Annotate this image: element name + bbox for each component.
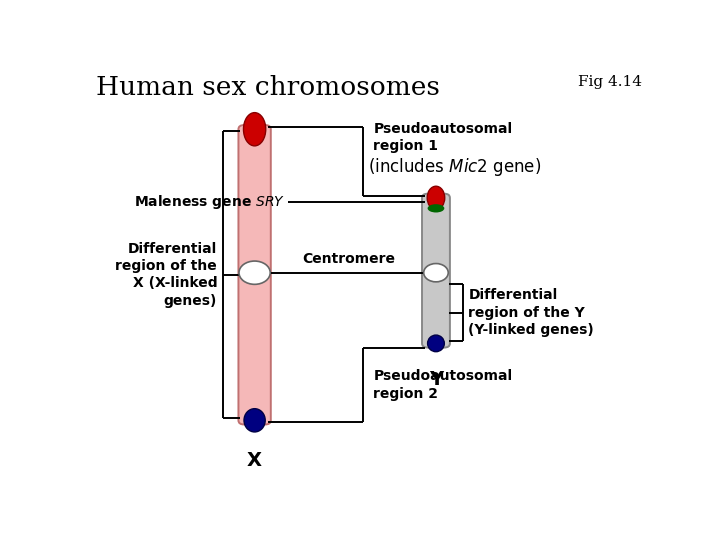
Text: Maleness gene $\mathit{SRY}$: Maleness gene $\mathit{SRY}$	[134, 193, 285, 211]
Text: Y: Y	[429, 370, 443, 389]
Text: Human sex chromosomes: Human sex chromosomes	[96, 75, 439, 100]
Text: Differential
region of the Y
(Y-linked genes): Differential region of the Y (Y-linked g…	[468, 288, 594, 337]
FancyBboxPatch shape	[238, 125, 271, 424]
Ellipse shape	[244, 409, 265, 432]
Text: Centromere: Centromere	[302, 253, 396, 266]
Ellipse shape	[428, 335, 444, 352]
Ellipse shape	[427, 186, 445, 210]
Ellipse shape	[239, 261, 270, 285]
Ellipse shape	[423, 264, 449, 282]
FancyBboxPatch shape	[422, 194, 450, 348]
Text: Pseudoautosomal
region 1: Pseudoautosomal region 1	[374, 122, 513, 153]
Text: Fig 4.14: Fig 4.14	[578, 75, 642, 89]
Ellipse shape	[243, 113, 266, 146]
Text: Pseudoautosomal
region 2: Pseudoautosomal region 2	[374, 369, 513, 401]
Text: X: X	[247, 451, 262, 470]
Ellipse shape	[428, 204, 444, 213]
Text: (includes $\mathit{Mic2}$ gene): (includes $\mathit{Mic2}$ gene)	[368, 156, 541, 178]
Text: Differential
region of the
X (X-linked
genes): Differential region of the X (X-linked g…	[115, 242, 217, 308]
